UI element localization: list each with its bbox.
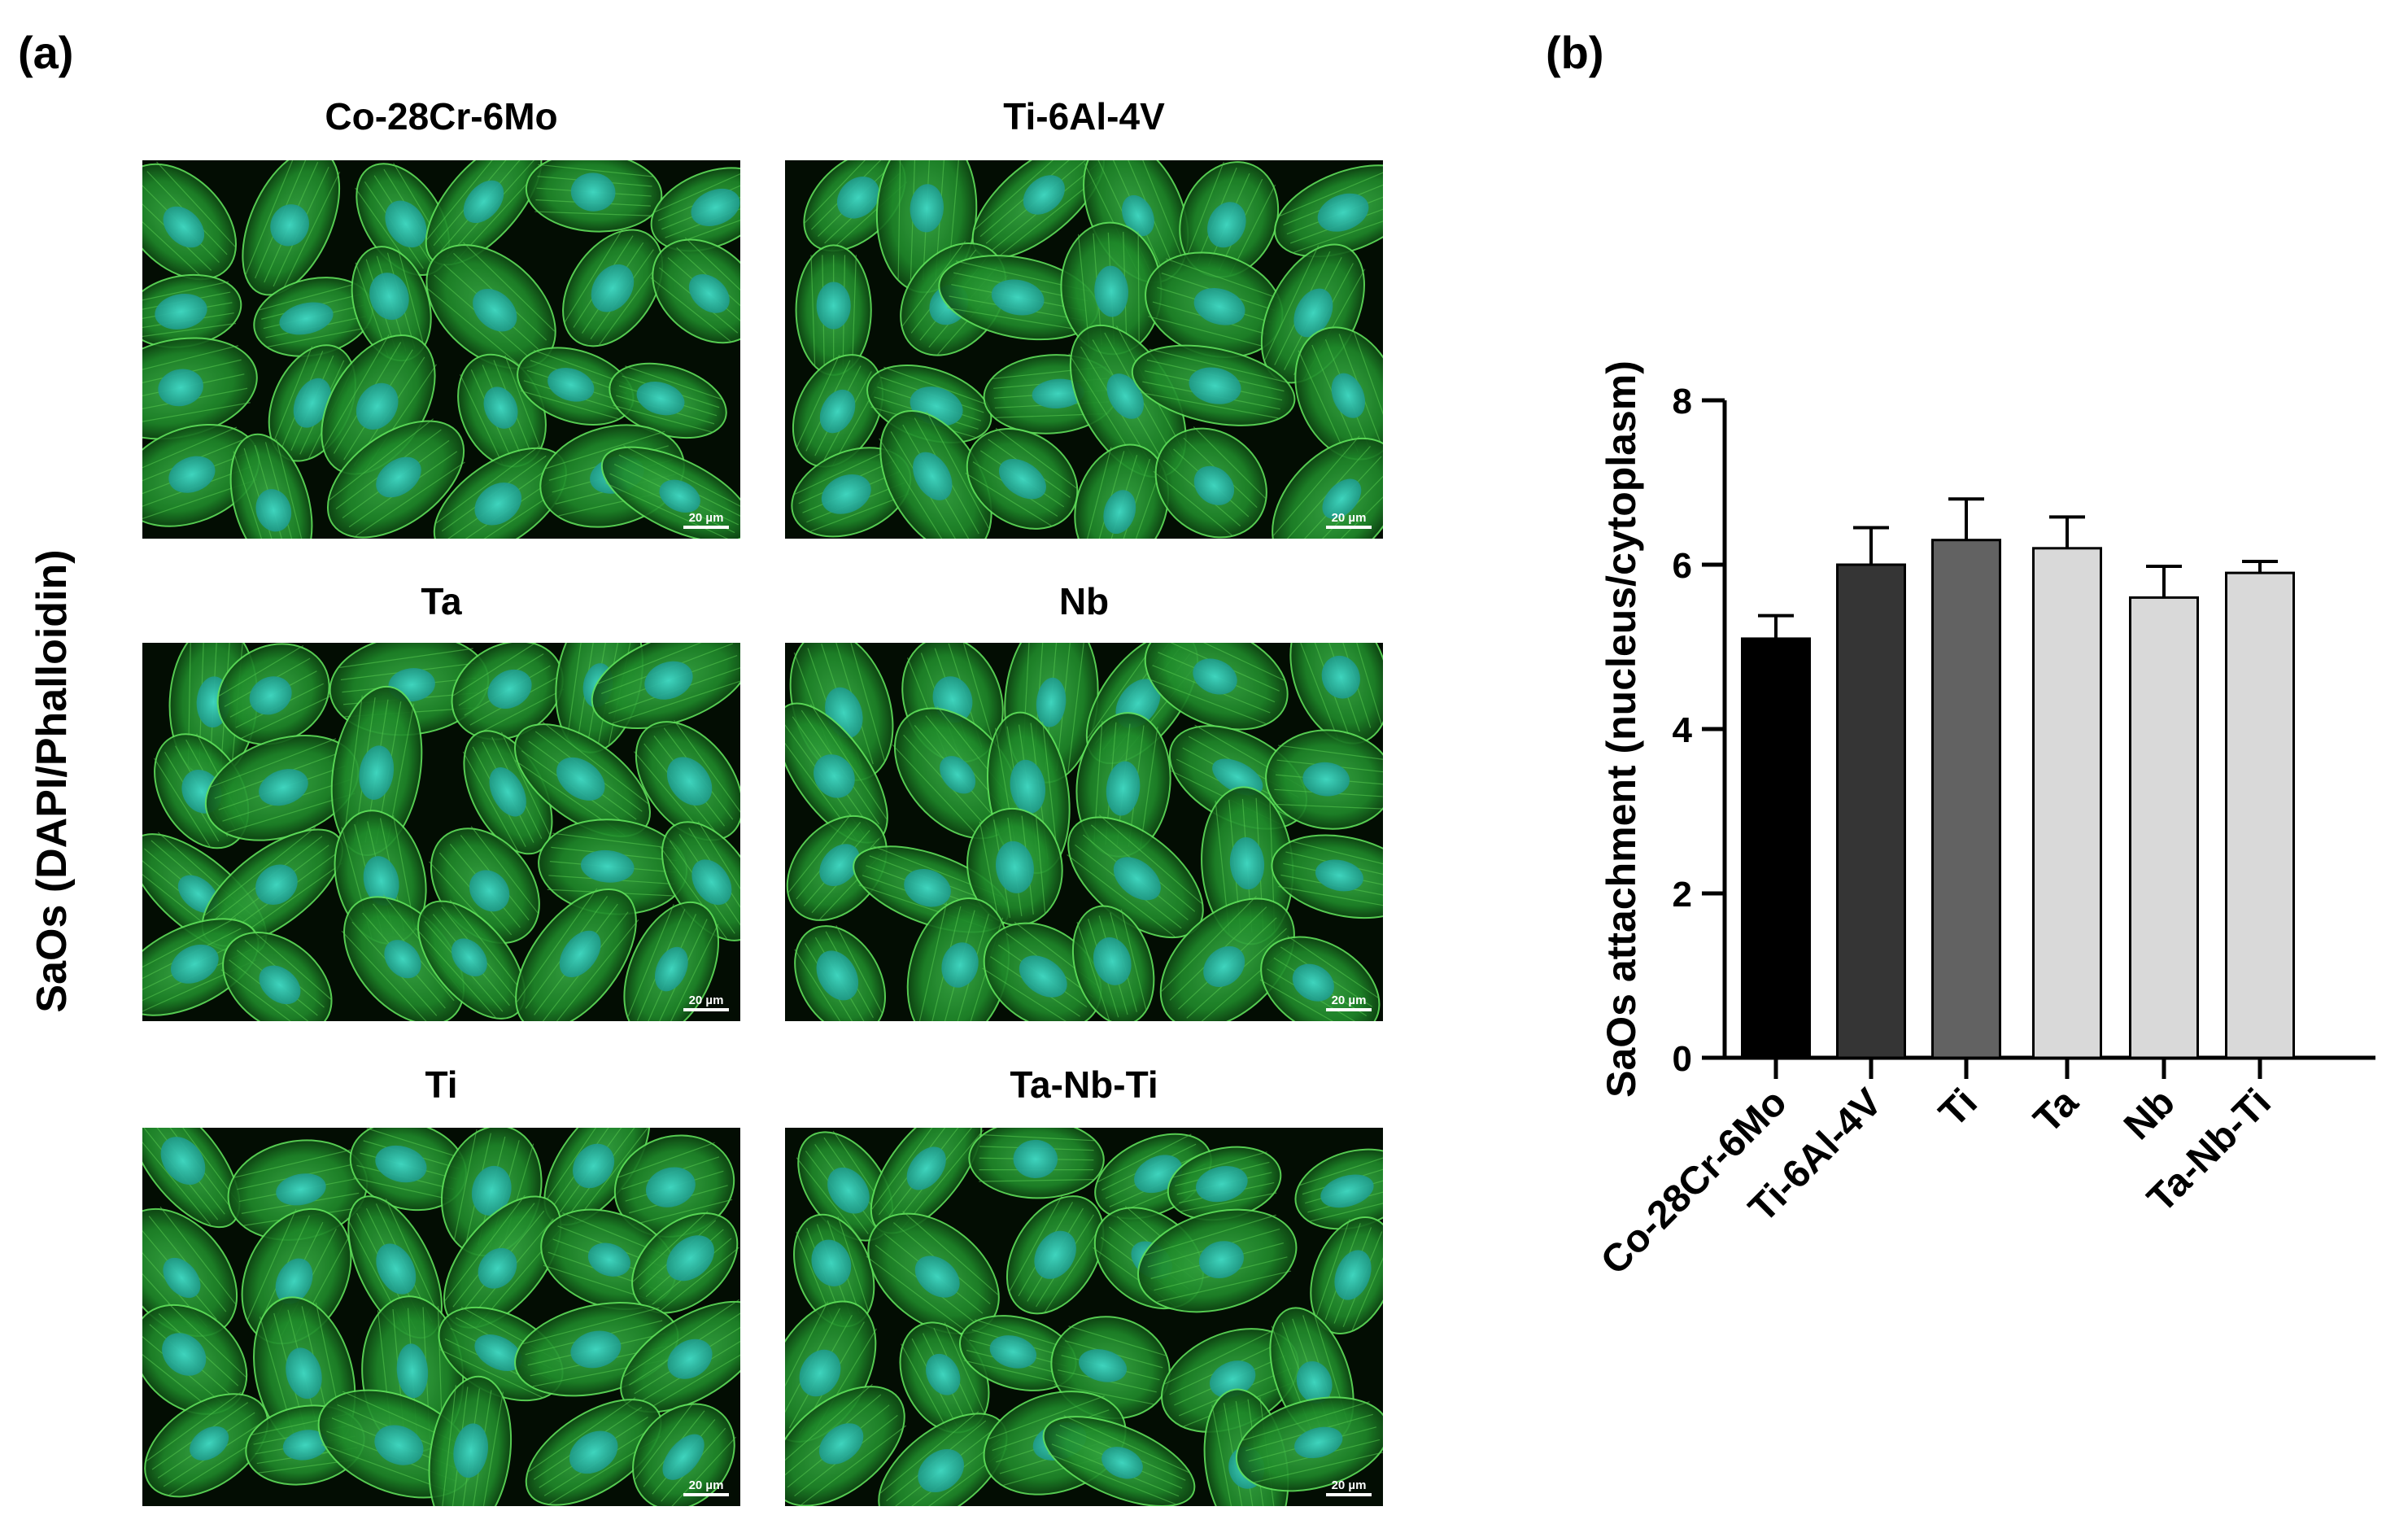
x-tick-label: Ta	[2026, 1081, 2087, 1142]
panel-a-side-label: SaOs (DAPI/Phalloidin)	[28, 549, 76, 1013]
bar-chart: SaOs attachment (nucleus/cytoplasm) 0 2 4 6 8…	[1593, 360, 2375, 1283]
micrograph-ta-nb-ti: 20 µm	[785, 1128, 1383, 1506]
y-axis-label: SaOs attachment (nucleus/cytoplasm)	[1599, 360, 1644, 1098]
scale-bar: 20 µm	[1326, 511, 1372, 529]
bar-co-28cr-6mo	[1741, 637, 1811, 1059]
micrograph-ta: 20 µm	[142, 643, 740, 1021]
image-title-ta-nb-ti: Ta-Nb-Ti	[1010, 1063, 1158, 1106]
micrograph-ti: 20 µm	[142, 1128, 740, 1506]
micrograph-co-28cr-6mo: 20 µm	[142, 160, 740, 539]
image-title-ta: Ta	[421, 580, 462, 622]
scale-bar: 20 µm	[683, 1478, 729, 1496]
scale-bar: 20 µm	[1326, 1478, 1372, 1496]
bar-ti	[1931, 539, 2001, 1059]
y-tick-label: 0	[1673, 1039, 1692, 1079]
y-tick-label: 2	[1673, 875, 1692, 915]
bar-ti-6al-4v	[1836, 563, 1906, 1059]
bar-nb	[2129, 596, 2199, 1059]
bar-ta	[2032, 547, 2102, 1059]
image-title-ti-6al-4v: Ti-6Al-4V	[1003, 95, 1165, 138]
y-tick-label: 4	[1673, 710, 1693, 750]
x-tick-label: Nb	[2116, 1081, 2183, 1148]
image-title-co-28cr-6mo: Co-28Cr-6Mo	[325, 95, 558, 138]
bar-ta-nb-ti	[2225, 571, 2295, 1059]
panel-b-label: (b)	[1546, 27, 1604, 78]
scale-bar: 20 µm	[683, 511, 729, 529]
scale-bar: 20 µm	[1326, 993, 1372, 1011]
image-title-nb: Nb	[1058, 580, 1110, 622]
y-tick-label: 6	[1673, 546, 1692, 586]
y-tick-label: 8	[1673, 382, 1692, 421]
micrograph-ti-6al-4v: 20 µm	[785, 160, 1383, 539]
scale-bar: 20 µm	[683, 993, 729, 1011]
panel-a-label: (a)	[18, 27, 74, 78]
x-tick-label: Ti	[1931, 1081, 1986, 1135]
image-title-ti: Ti	[425, 1063, 458, 1106]
micrograph-nb: 20 µm	[785, 643, 1383, 1021]
